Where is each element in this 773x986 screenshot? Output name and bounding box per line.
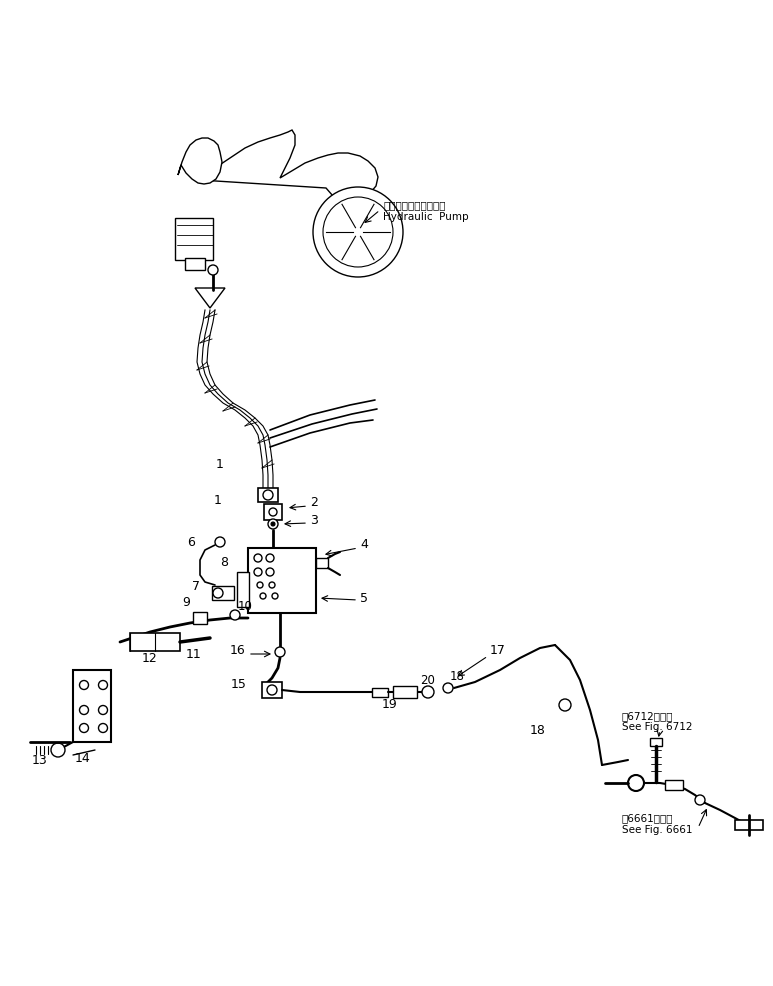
Text: 5: 5 xyxy=(360,592,368,604)
Bar xyxy=(130,633,180,651)
Circle shape xyxy=(559,699,571,711)
Text: 12: 12 xyxy=(142,652,158,665)
Bar xyxy=(258,488,278,502)
Bar xyxy=(650,738,662,746)
Circle shape xyxy=(98,680,107,689)
Circle shape xyxy=(98,706,107,715)
Circle shape xyxy=(98,724,107,733)
Text: 14: 14 xyxy=(75,751,90,764)
Text: Hydraulic  Pump: Hydraulic Pump xyxy=(383,212,468,222)
Bar xyxy=(665,780,683,790)
Bar xyxy=(193,612,207,624)
Text: 18: 18 xyxy=(530,724,546,737)
Text: 13: 13 xyxy=(32,753,48,766)
Text: 3: 3 xyxy=(310,515,318,528)
Circle shape xyxy=(80,706,88,715)
Circle shape xyxy=(80,724,88,733)
Text: 10: 10 xyxy=(238,599,253,612)
Circle shape xyxy=(443,683,453,693)
Text: 9: 9 xyxy=(182,597,190,609)
Text: 11: 11 xyxy=(186,649,202,662)
Text: 6: 6 xyxy=(187,536,195,549)
Text: 1: 1 xyxy=(216,458,224,471)
Bar xyxy=(185,258,205,270)
Text: 20: 20 xyxy=(421,673,435,686)
Bar xyxy=(248,548,316,613)
Bar xyxy=(393,686,417,698)
Bar xyxy=(316,558,328,568)
Circle shape xyxy=(51,743,65,757)
Circle shape xyxy=(254,568,262,576)
Bar xyxy=(237,572,249,607)
Circle shape xyxy=(213,588,223,598)
Circle shape xyxy=(269,508,277,516)
Circle shape xyxy=(422,686,434,698)
Text: 17: 17 xyxy=(490,644,506,657)
Bar xyxy=(73,670,111,742)
Text: 2: 2 xyxy=(310,497,318,510)
Circle shape xyxy=(208,265,218,275)
Bar xyxy=(264,504,282,520)
Text: 第6712図参照: 第6712図参照 xyxy=(622,711,673,721)
Circle shape xyxy=(269,582,275,588)
Polygon shape xyxy=(195,288,225,308)
Bar xyxy=(372,688,388,697)
Text: 4: 4 xyxy=(360,538,368,551)
Text: 1: 1 xyxy=(214,494,222,507)
Text: 15: 15 xyxy=(231,678,247,691)
Circle shape xyxy=(266,554,274,562)
Circle shape xyxy=(230,610,240,620)
Circle shape xyxy=(628,775,644,791)
Text: See Fig. 6712: See Fig. 6712 xyxy=(622,722,693,732)
Bar xyxy=(735,820,763,830)
Text: 第6661図参照: 第6661図参照 xyxy=(622,813,673,823)
Circle shape xyxy=(266,568,274,576)
Text: See Fig. 6661: See Fig. 6661 xyxy=(622,825,693,835)
Circle shape xyxy=(257,582,263,588)
Circle shape xyxy=(323,197,393,267)
Circle shape xyxy=(695,795,705,805)
Circle shape xyxy=(313,187,403,277)
Text: ハイドロリックポンプ: ハイドロリックポンプ xyxy=(383,200,445,210)
Circle shape xyxy=(254,554,262,562)
Circle shape xyxy=(215,537,225,547)
Circle shape xyxy=(275,647,285,657)
Circle shape xyxy=(271,522,275,526)
Polygon shape xyxy=(178,138,222,184)
Text: 16: 16 xyxy=(230,645,245,658)
Circle shape xyxy=(263,490,273,500)
Polygon shape xyxy=(200,130,378,201)
Bar xyxy=(175,218,213,260)
Text: 7: 7 xyxy=(192,580,200,593)
Text: 18: 18 xyxy=(450,669,465,682)
Circle shape xyxy=(268,519,278,529)
Bar xyxy=(262,682,282,698)
Text: 19: 19 xyxy=(382,697,398,711)
Text: 8: 8 xyxy=(220,556,228,570)
Circle shape xyxy=(267,685,277,695)
Circle shape xyxy=(260,593,266,599)
Bar xyxy=(212,586,234,600)
Circle shape xyxy=(272,593,278,599)
Circle shape xyxy=(80,680,88,689)
